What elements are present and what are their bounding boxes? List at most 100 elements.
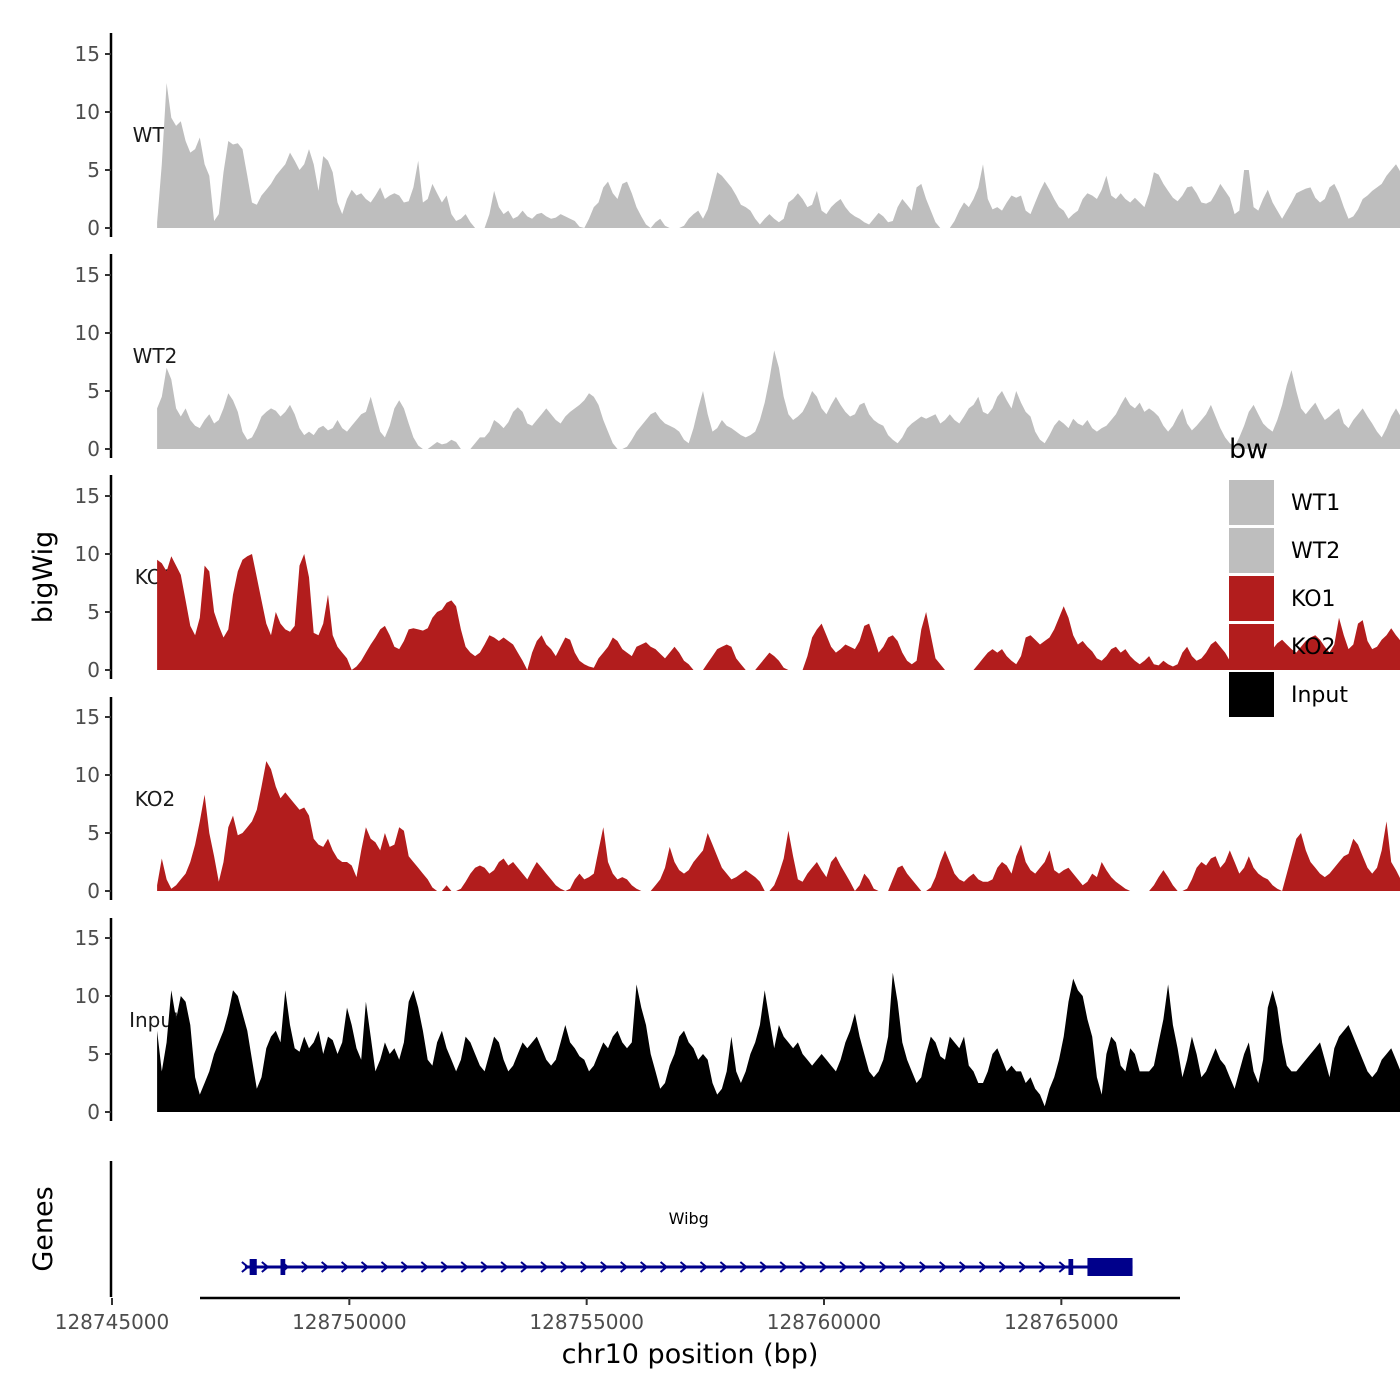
strand-arrow	[719, 1261, 728, 1273]
legend-swatch-wt2	[1229, 528, 1274, 573]
strand-arrow	[958, 1261, 968, 1273]
area-wt1	[157, 83, 1400, 228]
strand-arrow	[679, 1261, 689, 1273]
genes-axis-title: Genes	[28, 1186, 59, 1271]
strand-arrow	[919, 1261, 928, 1273]
y-tick-label: 5	[87, 1042, 100, 1066]
bigwig-tracks: 0 5 10 15 WT1 0 5 10 15 WT2 0 5 10 15 KO1 0 5 10 15 KO2 0 5 10…	[75, 33, 1400, 1124]
strand-arrow	[420, 1261, 429, 1273]
y-tick-label: 0	[87, 879, 100, 903]
x-tick-label: 128765000	[1004, 1310, 1119, 1334]
x-axis-title: chr10 position (bp)	[562, 1339, 819, 1370]
legend-swatch-ko2	[1229, 624, 1274, 669]
strand-arrow	[1018, 1261, 1027, 1273]
strand-arrow	[241, 1261, 250, 1273]
strand-arrow	[998, 1261, 1008, 1273]
y-tick-label: 10	[75, 321, 100, 345]
strand-arrow	[620, 1261, 629, 1273]
track-wt2: 0 5 10 15 WT2	[75, 254, 1400, 461]
strand-arrow	[340, 1261, 350, 1273]
strand-arrow	[739, 1261, 748, 1273]
area-input	[157, 972, 1400, 1112]
strand-arrow	[460, 1261, 469, 1273]
legend-swatch-wt1	[1229, 480, 1274, 525]
legend-label-ko1: KO1	[1291, 587, 1336, 612]
gene-exon	[280, 1259, 286, 1275]
strand-arrow	[321, 1261, 330, 1273]
strand-arrow	[779, 1261, 788, 1273]
strand-arrow	[819, 1261, 828, 1273]
area-wt2	[157, 350, 1400, 449]
y-tick-label: 0	[87, 658, 100, 682]
legend-title: bw	[1229, 434, 1268, 465]
gene-track: Wibg	[109, 1161, 1133, 1297]
y-tick-label: 0	[87, 216, 100, 240]
y-tick-label: 5	[87, 600, 100, 624]
y-tick-label: 15	[75, 42, 100, 66]
gene-exon	[1087, 1258, 1133, 1276]
strand-arrow	[978, 1261, 988, 1273]
y-tick-label: 0	[87, 1100, 100, 1124]
strand-arrow	[759, 1261, 768, 1273]
strand-arrow	[560, 1261, 569, 1273]
strand-arrow	[540, 1261, 549, 1273]
strand-arrow	[480, 1261, 489, 1273]
strand-arrow	[879, 1261, 888, 1273]
strand-arrow	[1058, 1261, 1067, 1273]
y-tick-label: 10	[75, 542, 100, 566]
strand-arrow	[899, 1261, 908, 1273]
y-tick-label: 5	[87, 158, 100, 182]
strand-arrow	[600, 1261, 609, 1273]
area-ko2	[157, 761, 1400, 891]
strand-arrow	[1038, 1261, 1047, 1273]
strand-arrow	[939, 1261, 948, 1273]
strand-arrow	[520, 1261, 529, 1273]
strand-arrow	[580, 1261, 589, 1273]
x-axis: 128745000 128750000 128755000 128760000 1287…	[55, 1296, 1180, 1334]
legend: bw WT1 WT2 KO1 KO2 Input	[1229, 434, 1348, 717]
strand-arrow	[400, 1261, 409, 1273]
strand-arrow	[380, 1261, 390, 1273]
x-tick-label: 128755000	[529, 1310, 644, 1334]
strand-arrow	[639, 1261, 649, 1273]
y-tick-label: 10	[75, 763, 100, 787]
x-tick-label: 128750000	[292, 1310, 407, 1334]
x-tick-label: 128760000	[767, 1310, 882, 1334]
y-tick-label: 10	[75, 984, 100, 1008]
legend-swatch-ko1	[1229, 576, 1274, 621]
y-tick-label: 0	[87, 437, 100, 461]
legend-label-wt2: WT2	[1291, 539, 1340, 564]
y-axis-title: bigWig	[28, 531, 59, 624]
track-label-ko2: KO2	[135, 787, 176, 811]
strand-arrow	[859, 1261, 868, 1273]
legend-label-wt1: WT1	[1291, 491, 1340, 516]
legend-swatch-input	[1229, 672, 1274, 717]
strand-arrow	[301, 1261, 310, 1273]
y-tick-label: 15	[75, 926, 100, 950]
y-tick-label: 15	[75, 263, 100, 287]
strand-arrow	[699, 1261, 708, 1273]
track-ko1: 0 5 10 15 KO1	[75, 475, 1400, 682]
y-tick-label: 15	[75, 705, 100, 729]
y-tick-label: 5	[87, 821, 100, 845]
y-tick-label: 15	[75, 484, 100, 508]
strand-arrow	[839, 1261, 848, 1273]
gene-name-label: Wibg	[669, 1209, 709, 1228]
strand-arrow	[440, 1261, 449, 1273]
legend-label-input: Input	[1291, 683, 1348, 708]
legend-label-ko2: KO2	[1291, 635, 1336, 660]
gene-exon	[1068, 1259, 1074, 1275]
y-tick-label: 10	[75, 100, 100, 124]
strand-arrow	[659, 1261, 669, 1273]
x-tick-label: 128745000	[55, 1310, 170, 1334]
area-ko1	[157, 554, 1400, 670]
y-tick-label: 5	[87, 379, 100, 403]
strand-arrow	[500, 1261, 509, 1273]
track-label-wt2: WT2	[133, 344, 178, 368]
strand-arrow	[360, 1261, 370, 1273]
track-ko2: 0 5 10 15 KO2	[75, 697, 1400, 903]
strand-arrow	[799, 1261, 808, 1273]
